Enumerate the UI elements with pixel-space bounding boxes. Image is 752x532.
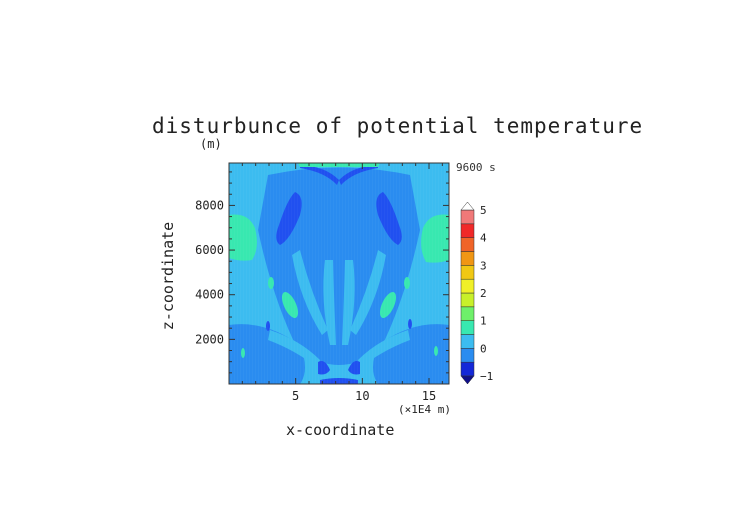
colorbar: −1 0 1 2 3 4 5 <box>460 201 493 385</box>
colorbar-level <box>460 209 475 225</box>
colorbar-level <box>460 348 475 363</box>
colorbar-level <box>460 334 475 349</box>
time-label: 9600 s <box>456 161 496 174</box>
colorbar-level <box>460 306 475 321</box>
x-axis-label: x-coordinate <box>286 421 395 439</box>
colorbar-under-triangle <box>460 375 475 385</box>
y-tick-label: 4000 <box>195 288 224 302</box>
colorbar-level <box>460 223 475 238</box>
x-tick-label: 15 <box>422 389 436 403</box>
grid-texture <box>229 163 449 384</box>
colorbar-tick-label: 0 <box>480 342 487 355</box>
y-axis-unit: (m) <box>200 137 222 151</box>
colorbar-tick-label: 1 <box>480 315 487 328</box>
y-tick-label: 6000 <box>195 243 224 257</box>
colorbar-level <box>460 361 475 377</box>
x-axis-multiplier: (×1E4 m) <box>398 403 451 416</box>
colorbar-level <box>460 292 475 308</box>
x-tick-label: 5 <box>292 389 299 403</box>
x-axis: 5 10 15 <box>241 163 443 403</box>
colorbar-level <box>460 320 475 335</box>
colorbar-over-triangle <box>460 201 475 211</box>
y-tick-label: 2000 <box>195 332 224 346</box>
colorbar-tick-label: 2 <box>480 287 487 300</box>
colorbar-level <box>460 251 475 266</box>
y-tick-label: 8000 <box>195 198 224 212</box>
colorbar-tick-label: 3 <box>480 259 487 272</box>
colorbar-level <box>460 278 475 294</box>
colorbar-tick-label: −1 <box>480 370 493 383</box>
plot-frame <box>228 162 450 385</box>
colorbar-tick-label: 5 <box>480 204 487 217</box>
chart-title: disturbunce of potential temperature <box>152 114 644 138</box>
colorbar-tick-label: 4 <box>480 232 487 245</box>
contour-field <box>229 163 449 384</box>
colorbar-level <box>460 265 475 280</box>
colorbar-level <box>460 237 475 252</box>
y-axis: 2000 4000 6000 8000 <box>195 171 449 374</box>
x-tick-label: 10 <box>355 389 369 403</box>
